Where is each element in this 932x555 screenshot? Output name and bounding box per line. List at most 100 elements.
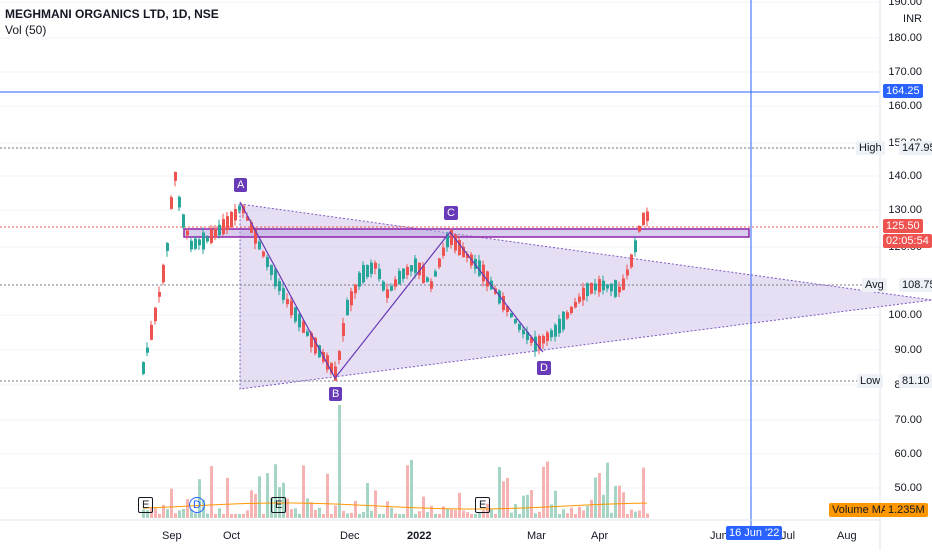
resistance-zone[interactable] (183, 228, 750, 238)
volume-bar (546, 461, 549, 518)
volume-bar (566, 513, 569, 518)
candle (194, 238, 197, 249)
candle (302, 321, 305, 333)
candle (502, 295, 505, 311)
candle (310, 332, 313, 348)
volume-bar (562, 509, 565, 518)
abcd-pattern-line[interactable] (239, 201, 544, 380)
volume-bar (390, 507, 393, 518)
volume-bar (534, 513, 537, 518)
price-tick-label: 160.00 (888, 100, 922, 112)
candle (430, 281, 433, 289)
volume-bar (626, 514, 629, 518)
pattern-point-a[interactable]: A (234, 178, 248, 192)
earnings-event-1[interactable]: E (138, 497, 154, 513)
candle (154, 307, 157, 322)
symbol-title[interactable]: MEGHMANI ORGANICS LTD, 1D, NSE (5, 7, 219, 21)
volume-bar (530, 489, 533, 518)
candle (262, 251, 265, 257)
candle (266, 256, 269, 268)
volume-ma-line (142, 502, 648, 510)
volume-bar (474, 513, 477, 518)
volume-bar (406, 465, 409, 518)
time-label-dec: Dec (340, 530, 360, 542)
time-label-mar: Mar (527, 530, 546, 542)
volume-bar (182, 508, 185, 518)
dividend-event[interactable]: D (189, 497, 205, 513)
candle (594, 283, 597, 291)
candle (330, 363, 333, 373)
volume-bar (598, 473, 601, 518)
candle (326, 355, 329, 370)
volume-bar (570, 507, 573, 518)
candle (606, 284, 609, 289)
candle (366, 265, 369, 277)
price-tick-label: 70.00 (894, 414, 922, 426)
grid (0, 1, 880, 489)
candle (270, 265, 273, 275)
candle (554, 324, 557, 337)
earnings-event-2[interactable]: E (271, 497, 287, 513)
volume-bar (226, 477, 229, 518)
candle (210, 229, 213, 243)
volume-bar (538, 511, 541, 518)
volume-bar (494, 514, 497, 518)
candle (566, 312, 569, 319)
candle (610, 283, 613, 292)
volume-bar (298, 513, 301, 518)
last-price-tag: 125.50 (883, 219, 923, 233)
volume-indicator-label[interactable]: Vol (50) (5, 23, 47, 37)
pattern-point-d[interactable]: D (537, 361, 551, 375)
candle (478, 260, 481, 276)
candle (350, 291, 353, 306)
price-tick-label: 100.00 (888, 309, 922, 321)
candle (598, 279, 601, 293)
candle (398, 271, 401, 285)
volume-bar (426, 512, 429, 518)
candle (506, 306, 509, 312)
candle (342, 323, 345, 336)
avg-label: Avg (862, 278, 887, 292)
candle (386, 289, 389, 299)
candle (226, 216, 229, 231)
volume-bar (274, 464, 277, 518)
candle (306, 331, 309, 336)
candle (286, 299, 289, 305)
candle (234, 208, 237, 221)
volume-bar (286, 498, 289, 518)
volume-bar (550, 504, 553, 518)
pattern-point-c[interactable]: C (444, 206, 458, 220)
volume-bar (290, 509, 293, 518)
candle (338, 351, 341, 360)
volume-bar (502, 481, 505, 518)
volume-bar (630, 509, 633, 518)
pattern-point-b[interactable]: B (329, 387, 343, 401)
volume-bar (378, 513, 381, 518)
volume-bar (302, 465, 305, 518)
triangle-pattern[interactable] (239, 203, 932, 390)
candle (202, 232, 205, 250)
volume-bar (254, 493, 257, 518)
volume-bar (430, 505, 433, 518)
volume-bar (250, 490, 253, 518)
candle (498, 290, 501, 304)
volume-ma-label: Volume MA (829, 503, 892, 517)
volume-bar (154, 507, 157, 518)
volume-bar (318, 507, 321, 518)
candle (586, 283, 589, 297)
volume-bar (214, 513, 217, 518)
price-tick-label: 190.00 (888, 0, 922, 8)
earnings-event-3[interactable]: E (475, 497, 491, 513)
volume-bar (146, 510, 149, 518)
hline-price-tag: 164.25 (883, 84, 923, 98)
candle (562, 311, 565, 330)
candle (282, 288, 285, 300)
candle (462, 246, 465, 258)
currency-label: INR (903, 13, 922, 25)
candle (146, 347, 149, 353)
volume-bar (230, 513, 233, 518)
volume-bar (330, 513, 333, 518)
volume-bar (410, 459, 413, 518)
